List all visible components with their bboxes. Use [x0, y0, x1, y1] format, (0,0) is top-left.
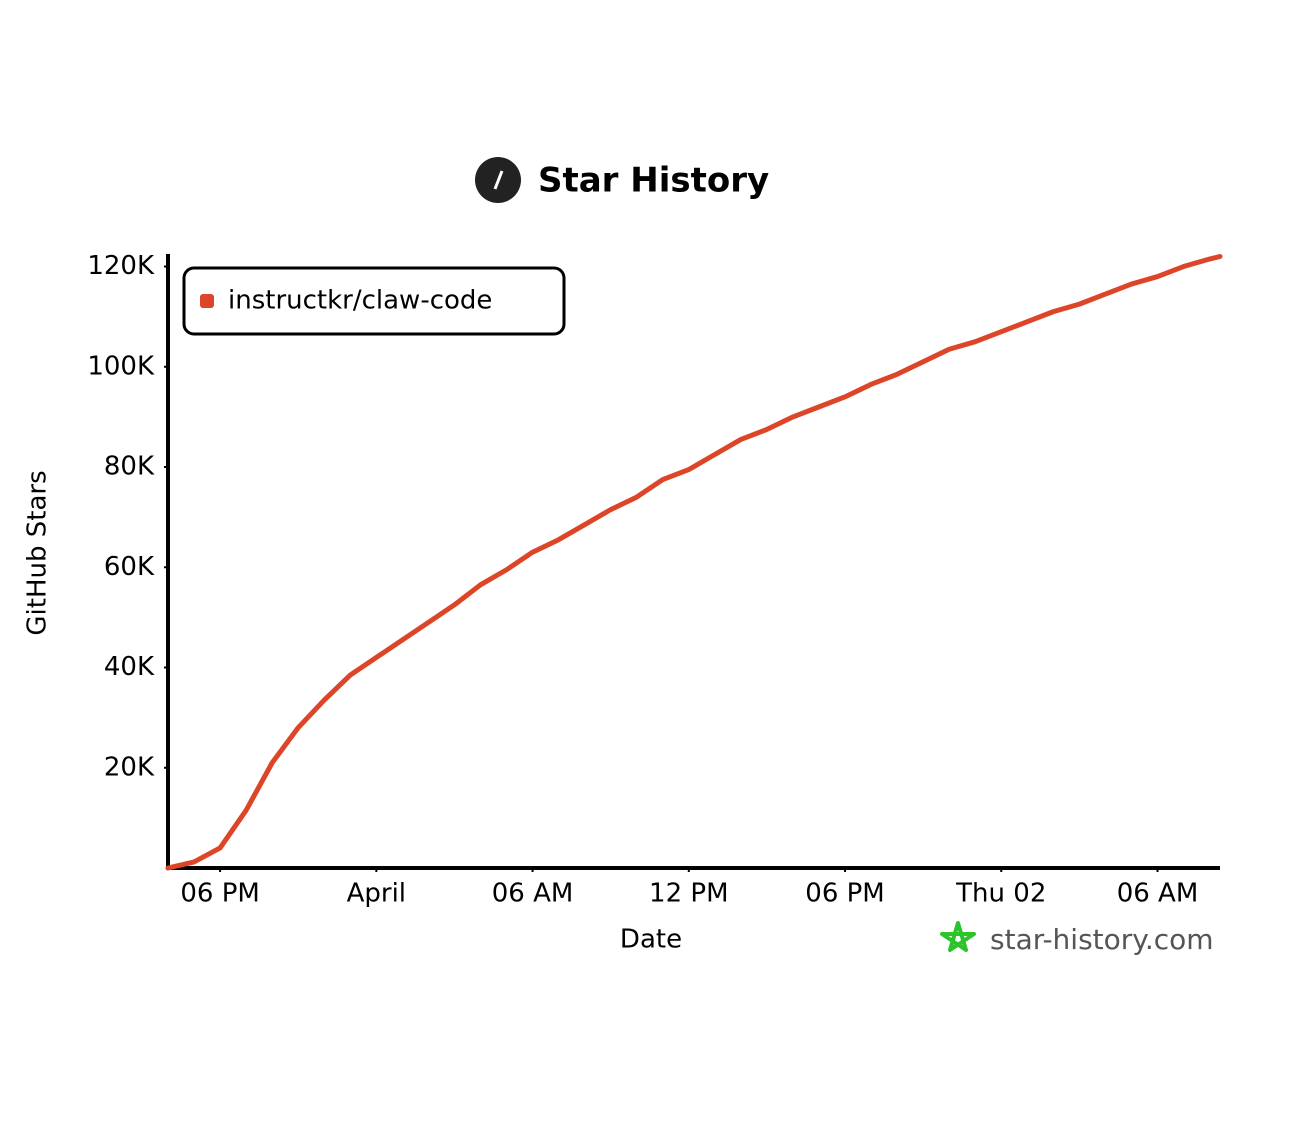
x-tick-label: April	[347, 879, 406, 909]
x-tick-label: 12 PM	[649, 879, 728, 909]
watermark: star-history.com	[990, 923, 1214, 956]
data-line	[165, 254, 1223, 871]
legend-box	[182, 266, 566, 336]
y-tick-label: 60K	[104, 552, 155, 582]
watermark-icon	[940, 921, 976, 952]
x-tick-label: Thu 02	[955, 879, 1046, 909]
x-tick-label: 06 PM	[180, 879, 259, 909]
title-logo	[475, 157, 521, 203]
y-axis-label: GitHub Stars	[23, 470, 53, 635]
x-tick-label: 06 AM	[1117, 879, 1199, 909]
y-tick-label: 40K	[104, 652, 155, 682]
y-tick-label: 80K	[104, 452, 155, 482]
x-axis-label: Date	[620, 925, 682, 955]
legend-label: instructkr/claw-code	[228, 286, 492, 316]
y-tick-label: 120K	[87, 251, 155, 281]
y-tick-label: 100K	[87, 351, 155, 381]
legend-swatch	[200, 294, 214, 308]
x-tick-label: 06 PM	[805, 879, 884, 909]
y-tick-label: 20K	[104, 752, 155, 782]
x-tick-label: 06 AM	[492, 879, 574, 909]
chart-title: Star History	[538, 161, 769, 201]
